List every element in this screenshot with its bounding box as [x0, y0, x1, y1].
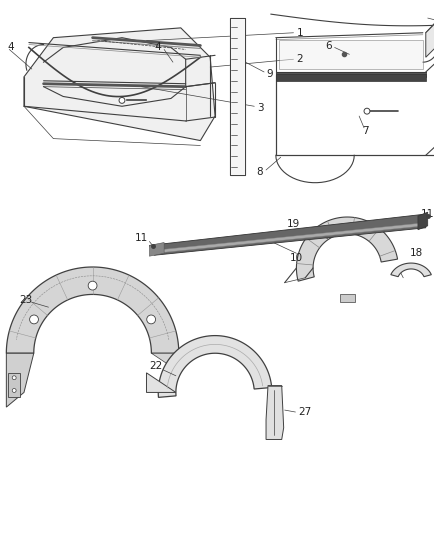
Text: 10: 10 — [290, 253, 303, 263]
Circle shape — [147, 315, 155, 324]
Polygon shape — [24, 28, 215, 141]
Polygon shape — [230, 18, 245, 175]
Polygon shape — [297, 217, 398, 281]
Polygon shape — [152, 353, 179, 365]
Polygon shape — [276, 74, 426, 81]
Text: 4: 4 — [7, 43, 14, 52]
Text: 2: 2 — [297, 54, 303, 64]
Polygon shape — [279, 39, 423, 69]
Text: 22: 22 — [150, 361, 163, 371]
Circle shape — [88, 281, 97, 290]
Polygon shape — [149, 214, 426, 255]
Text: 18: 18 — [410, 248, 423, 259]
Text: 19: 19 — [287, 219, 300, 229]
Text: 6: 6 — [325, 42, 332, 52]
Text: 11: 11 — [135, 232, 148, 243]
Polygon shape — [154, 223, 424, 253]
Text: 27: 27 — [298, 407, 311, 417]
Text: 7: 7 — [362, 126, 369, 136]
Text: 11: 11 — [420, 209, 434, 219]
Polygon shape — [8, 373, 20, 397]
Polygon shape — [391, 263, 431, 277]
Polygon shape — [6, 353, 34, 407]
Circle shape — [364, 108, 370, 114]
Polygon shape — [418, 212, 428, 230]
Circle shape — [119, 98, 125, 103]
Polygon shape — [266, 385, 284, 440]
Circle shape — [12, 376, 16, 379]
Text: 3: 3 — [257, 103, 264, 113]
Polygon shape — [149, 243, 164, 256]
Text: 23: 23 — [19, 295, 32, 305]
Text: 4: 4 — [155, 43, 161, 52]
Polygon shape — [6, 267, 179, 353]
Circle shape — [30, 315, 39, 324]
Polygon shape — [158, 336, 272, 398]
Text: 8: 8 — [257, 167, 263, 177]
Text: 9: 9 — [266, 69, 273, 79]
Polygon shape — [276, 72, 426, 77]
Polygon shape — [426, 18, 438, 57]
Polygon shape — [339, 294, 355, 302]
Polygon shape — [146, 373, 176, 392]
Circle shape — [12, 389, 16, 392]
Text: 1: 1 — [297, 28, 303, 38]
